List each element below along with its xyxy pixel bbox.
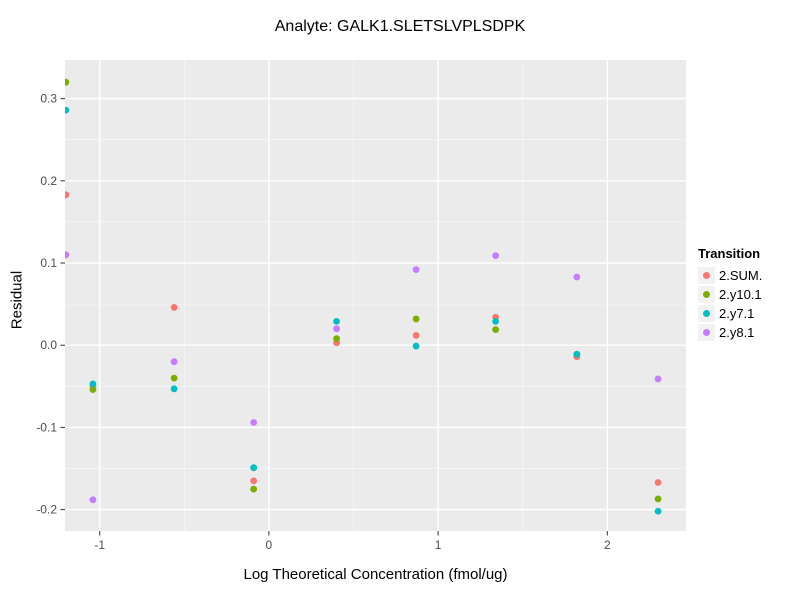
data-point bbox=[333, 325, 340, 333]
data-point bbox=[250, 419, 258, 426]
points-layer bbox=[65, 78, 662, 515]
x-tick-label: 2 bbox=[604, 538, 611, 552]
data-point bbox=[89, 380, 97, 388]
data-point bbox=[412, 331, 420, 339]
data-point bbox=[412, 342, 420, 350]
legend-item-label: 2.y8.1 bbox=[719, 324, 755, 340]
legend-key bbox=[698, 285, 715, 303]
x-tick-label: 0 bbox=[266, 538, 273, 552]
legend-item-label: 2.y7.1 bbox=[719, 305, 755, 321]
data-point bbox=[654, 495, 662, 503]
legend-item: 2.SUM. bbox=[698, 266, 762, 284]
data-point bbox=[333, 335, 340, 343]
y-axis-title: Residual bbox=[8, 270, 26, 330]
y-tick-label: -0.1 bbox=[36, 420, 57, 434]
legend-title: Transition bbox=[698, 246, 761, 261]
data-point bbox=[412, 266, 420, 274]
y-tick-label: -0.2 bbox=[36, 503, 57, 517]
data-point bbox=[250, 477, 258, 485]
data-point bbox=[492, 317, 500, 325]
legend-item-label: 2.y10.1 bbox=[719, 286, 762, 302]
data-point bbox=[170, 385, 178, 393]
data-point bbox=[250, 464, 258, 472]
data-point bbox=[65, 106, 70, 114]
y-tick-label: 0.2 bbox=[40, 174, 57, 188]
legend-item: 2.y8.1 bbox=[698, 323, 762, 341]
legend-key bbox=[698, 304, 715, 322]
legend-swatch-icon bbox=[703, 328, 710, 336]
legend-swatch-icon bbox=[703, 309, 710, 317]
legend-key bbox=[698, 323, 715, 341]
legend-item: 2.y10.1 bbox=[698, 285, 762, 303]
data-point bbox=[573, 273, 581, 281]
data-point bbox=[65, 78, 70, 86]
data-point bbox=[89, 386, 97, 394]
legend-swatch-icon bbox=[703, 271, 710, 279]
data-point bbox=[89, 496, 97, 504]
data-point bbox=[573, 350, 581, 358]
plot-title: Analyte: GALK1.SLETSLVPLSDPK bbox=[274, 18, 526, 35]
legend-item-label: 2.SUM. bbox=[719, 267, 763, 283]
data-point bbox=[654, 507, 662, 515]
x-tick-label: 1 bbox=[435, 538, 442, 552]
data-point bbox=[65, 251, 70, 259]
x-axis-title: Log Theoretical Concentration (fmol/ug) bbox=[243, 566, 508, 583]
legend-items: 2.SUM. 2.y10.1 2.y7.1 2.y8.1 bbox=[698, 266, 762, 341]
x-tick-label: -1 bbox=[94, 538, 105, 552]
y-tick-label: 0.3 bbox=[40, 92, 57, 106]
data-point bbox=[492, 252, 500, 260]
data-point bbox=[170, 374, 178, 382]
y-tick-label: 0.0 bbox=[40, 338, 57, 352]
data-point bbox=[65, 191, 70, 199]
data-point bbox=[492, 326, 500, 334]
panel-background bbox=[65, 60, 686, 531]
legend-swatch-icon bbox=[703, 290, 710, 298]
y-tick-label: 0.1 bbox=[40, 256, 57, 270]
data-point bbox=[654, 375, 662, 383]
legend: Transition 2.SUM. 2.y10.1 2.y7.1 2.y8.1 bbox=[698, 246, 762, 342]
data-point bbox=[170, 304, 178, 311]
data-point bbox=[654, 479, 662, 486]
data-point bbox=[250, 485, 258, 493]
legend-item: 2.y7.1 bbox=[698, 304, 762, 322]
legend-key bbox=[698, 266, 715, 284]
data-point bbox=[333, 317, 340, 325]
data-point bbox=[170, 358, 178, 366]
data-point bbox=[412, 315, 420, 323]
